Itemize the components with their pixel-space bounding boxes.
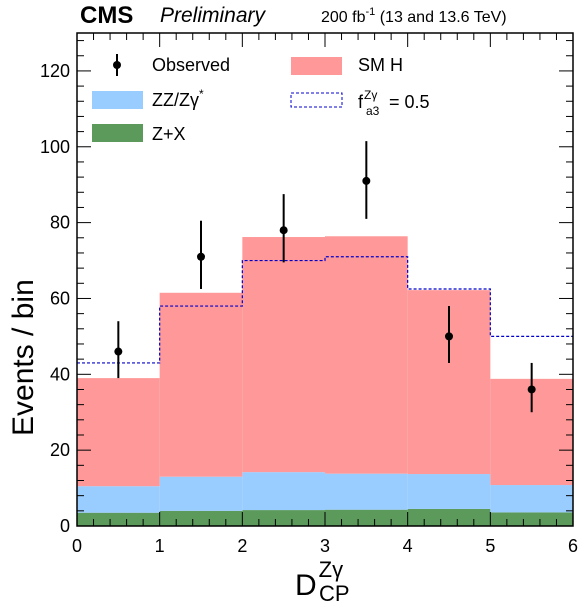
observed-point-2 [279,226,288,235]
x-tick-label-4: 4 [403,536,413,556]
bar-z-x-bin-4 [407,508,491,526]
lumi-prefix: 200 fb [321,9,366,26]
x-axis-label-sub: CP [319,581,350,606]
bar-sm-h-bin-2 [242,237,325,473]
legend-smh-swatch [291,57,342,75]
lumi-suffix: (13 and 13.6 TeV) [375,9,506,26]
bar-z-x-bin-5 [490,512,573,526]
y-tick-label-100: 100 [40,137,70,157]
legend-zz-label: ZZ/Zγ* [152,87,204,110]
legend-zz-sup: * [199,87,204,101]
alternative-step-line [77,256,573,364]
lumi-exponent: -1 [365,6,375,18]
observed-point-1 [197,252,205,261]
y-tick-label-20: 20 [50,440,70,460]
observed-points [114,141,536,413]
bar-z-x-bin-3 [325,509,408,526]
observed-point-5 [527,385,536,394]
y-axis-label: Events / bin [7,279,40,436]
y-tick-label-40: 40 [50,364,70,384]
y-tick-label-80: 80 [50,213,70,233]
luminosity-label: 200 fb-1 (13 and 13.6 TeV) [321,6,507,26]
preliminary-label: Preliminary [160,4,267,27]
x-axis-label-sup: Zγ [319,557,343,582]
legend-alt-sub: a3 [366,104,380,118]
y-tick-label-0: 0 [60,516,70,536]
y-tick-label-120: 120 [40,61,70,81]
bar-sm-h-bin-3 [325,236,408,474]
x-axis-label: DZγ CP [295,557,350,606]
alternative-hypothesis-line [77,256,573,364]
y-tick-label-60: 60 [50,288,70,308]
legend-observed-marker [113,61,121,69]
legend-alt-swatch [290,92,343,108]
legend: Observed SM H ZZ/Zγ* fZγ a3 = 0.5 Z+X [92,54,430,144]
bar-zz-z--bin-3 [325,473,408,510]
legend-zz-swatch [92,91,143,109]
cms-label: CMS [80,2,133,29]
bar-zz-z--bin-0 [77,486,160,513]
bar-sm-h-bin-1 [159,292,243,477]
legend-alt-main: f [358,92,364,112]
x-axis-label-main: D [295,569,317,602]
legend-zz-text: ZZ/Zγ [152,90,199,110]
x-tick-label-0: 0 [72,536,82,556]
bar-z-x-bin-2 [242,510,325,526]
bar-zz-z--bin-2 [242,472,325,511]
legend-alt-label: fZγ a3 = 0.5 [358,88,430,118]
stacked-bars [77,236,573,526]
bar-zz-z--bin-5 [490,485,573,513]
bar-z-x-bin-1 [159,510,243,526]
bar-zz-z--bin-1 [159,476,243,511]
x-tick-label-2: 2 [237,536,247,556]
bar-zz-z--bin-4 [407,474,491,509]
legend-observed-label: Observed [152,55,230,75]
legend-alt-sup: Zγ [364,88,377,102]
bar-z-x-bin-0 [77,512,160,526]
legend-zx-swatch [92,124,143,142]
observed-point-3 [362,176,371,185]
x-tick-label-5: 5 [485,536,495,556]
x-tick-label-1: 1 [155,536,165,556]
observed-point-4 [445,332,453,341]
legend-alt-value: = 0.5 [384,92,430,112]
legend-zx-label: Z+X [152,124,186,144]
x-tick-label-3: 3 [320,536,330,556]
legend-smh-label: SM H [358,55,403,75]
bar-sm-h-bin-0 [77,378,160,487]
observed-point-0 [114,347,123,356]
x-tick-label-6: 6 [568,536,578,556]
